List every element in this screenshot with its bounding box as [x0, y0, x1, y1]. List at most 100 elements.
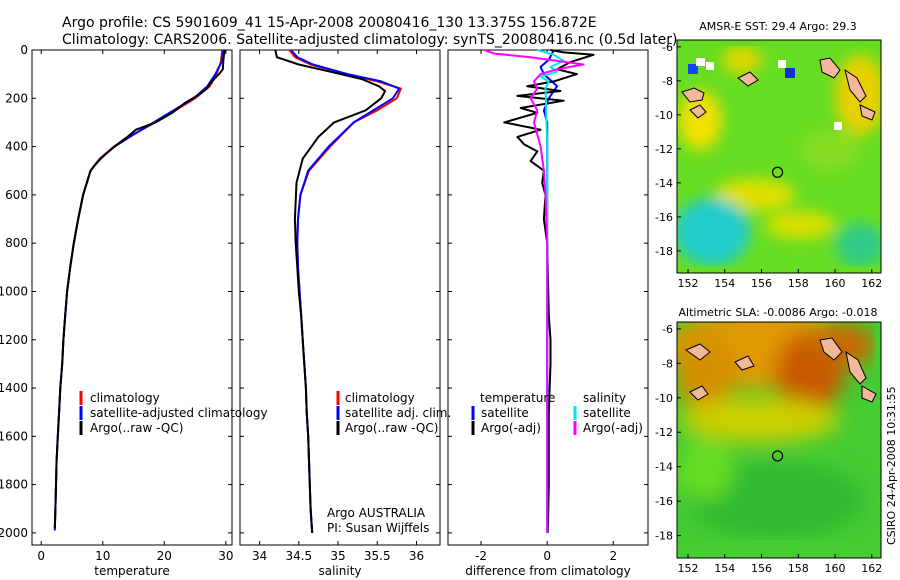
x-tick-label: 35: [330, 549, 345, 563]
island: [819, 337, 843, 361]
legend-label-sal-satellite: satellite: [583, 406, 631, 420]
sst-islands: [681, 57, 876, 121]
series-satellite-adj-clim: [290, 49, 401, 533]
map-x-tick-label: 162: [861, 277, 882, 290]
map-y-tick-label: -14: [655, 177, 673, 190]
map-x-tick-label: 162: [861, 562, 882, 575]
sst-blob: [800, 130, 860, 170]
sst-cold-pixel: [688, 64, 698, 74]
series-temperature-argo-adj: [503, 49, 595, 533]
sst-map-title: AMSR-E SST: 29.4 Argo: 29.3: [699, 20, 857, 33]
series-salinity-satellite: [537, 49, 565, 533]
x-tick-label: 0: [543, 549, 551, 563]
legend-label-sal-argo: Argo(-adj): [583, 421, 643, 435]
argo-program-label: Argo AUSTRALIA: [327, 506, 426, 520]
sst-cloud-pixel: [706, 62, 714, 70]
x-tick-label: -2: [475, 549, 487, 563]
temperature-xlabel: temperature: [94, 564, 169, 578]
temperature-chart: 0 10 20 30 0 200 400 600 800 1000 1200 1400 1600 1800…: [0, 43, 268, 578]
series-climatology: [53, 49, 224, 529]
sst-blob: [722, 46, 762, 74]
sst-cold-pixel: [785, 68, 795, 78]
argo-location-circle: [771, 450, 784, 462]
map-x-tick-label: 154: [714, 562, 735, 575]
x-tick-label: 34: [252, 549, 267, 563]
sst-cloud-pixel: [834, 122, 842, 130]
series-satellite-adjusted-climatology: [53, 49, 225, 531]
salinity-chart: 34 34.5 35 35.5 36 salinity climatology sate…: [239, 49, 451, 578]
map-x-tick-label: 160: [825, 277, 846, 290]
island: [845, 350, 867, 385]
island: [859, 104, 876, 121]
legend-heading-temperature: temperature: [480, 391, 555, 405]
map-y-tick-label: -16: [655, 495, 673, 508]
y-tick-label: 2000: [0, 526, 28, 540]
island: [684, 343, 711, 361]
series-climatology: [288, 49, 402, 533]
salinity-ticks: 34 34.5 35 35.5 36: [240, 49, 440, 563]
sst-blob: [835, 223, 881, 267]
sla-blob: [677, 332, 735, 412]
salinity-axes-box: [239, 49, 441, 546]
temperature-series: [53, 49, 226, 531]
difference-legend: temperature satellite Argo(-adj) salinit…: [471, 391, 643, 435]
difference-ticks: -2 0 2: [448, 49, 648, 563]
legend-heading-salinity: salinity: [583, 391, 626, 405]
map-y-tick-label: -18: [655, 245, 673, 258]
legend-label-temp-argo: Argo(-adj): [481, 421, 541, 435]
y-tick-label: 1200: [0, 333, 28, 347]
legend-label-climatology: climatology: [90, 391, 160, 405]
map-y-tick-label: -6: [662, 323, 673, 336]
island: [734, 355, 755, 371]
sla-blob: [677, 440, 733, 500]
map-x-tick-label: 154: [714, 277, 735, 290]
sla-map: Altimetric SLA: -0.0086 Argo: -0.018: [655, 306, 882, 575]
map-y-tick-label: -8: [662, 75, 673, 88]
sst-blob: [715, 179, 795, 211]
y-tick-label: 1000: [0, 284, 28, 298]
y-tick-label: 200: [5, 91, 28, 105]
series-argo-raw-qc: [53, 49, 226, 529]
island: [861, 385, 877, 403]
map-y-tick-label: -6: [662, 41, 673, 54]
map-x-tick-label: 156: [751, 562, 772, 575]
sla-map-frame: [676, 321, 882, 559]
sst-blob: [678, 90, 722, 150]
y-tick-label: 1600: [0, 429, 28, 443]
x-tick-label: 2: [609, 549, 617, 563]
temperature-axes-box: [31, 49, 233, 546]
sla-field: [677, 322, 881, 558]
argo-location-circle: [771, 166, 784, 178]
sst-field: [677, 40, 881, 273]
island: [844, 68, 867, 103]
difference-axes-box: [447, 49, 649, 546]
x-tick-label: 10: [95, 549, 110, 563]
figure-title-line2: Climatology: CARS2006. Satellite-adjuste…: [62, 32, 677, 48]
difference-series: [484, 49, 595, 533]
island: [689, 104, 707, 119]
x-tick-label: 30: [218, 549, 233, 563]
sst-argo-location-marker: [771, 166, 784, 178]
legend-label-argo: Argo(..raw -QC): [345, 421, 438, 435]
sst-map: AMSR-E SST: 29.4 Argo: 29.3: [655, 20, 882, 290]
map-y-tick-label: -12: [655, 426, 673, 439]
x-tick-label: 34.5: [285, 549, 312, 563]
map-y-tick-label: -18: [655, 530, 673, 543]
map-y-tick-label: -10: [655, 392, 673, 405]
map-x-tick-label: 152: [678, 562, 699, 575]
sst-map-ticks: 152 154 156 158 160 162 -6 -8 -10 -12 -14 -16 -18: [655, 41, 882, 290]
island: [681, 87, 705, 103]
map-x-tick-label: 160: [825, 562, 846, 575]
sst-cloud-pixel: [696, 58, 705, 66]
map-x-tick-label: 152: [678, 277, 699, 290]
argo-pi-label: PI: Susan Wijffels: [327, 521, 429, 535]
y-tick-label: 1800: [0, 478, 28, 492]
sla-map-title: Altimetric SLA: -0.0086 Argo: -0.018: [679, 306, 878, 319]
sla-blob: [680, 398, 840, 442]
sst-map-frame: [676, 39, 882, 274]
x-tick-label: 0: [37, 549, 45, 563]
sla-islands: [684, 337, 877, 403]
salinity-xlabel: salinity: [318, 564, 361, 578]
map-y-tick-label: -12: [655, 143, 673, 156]
